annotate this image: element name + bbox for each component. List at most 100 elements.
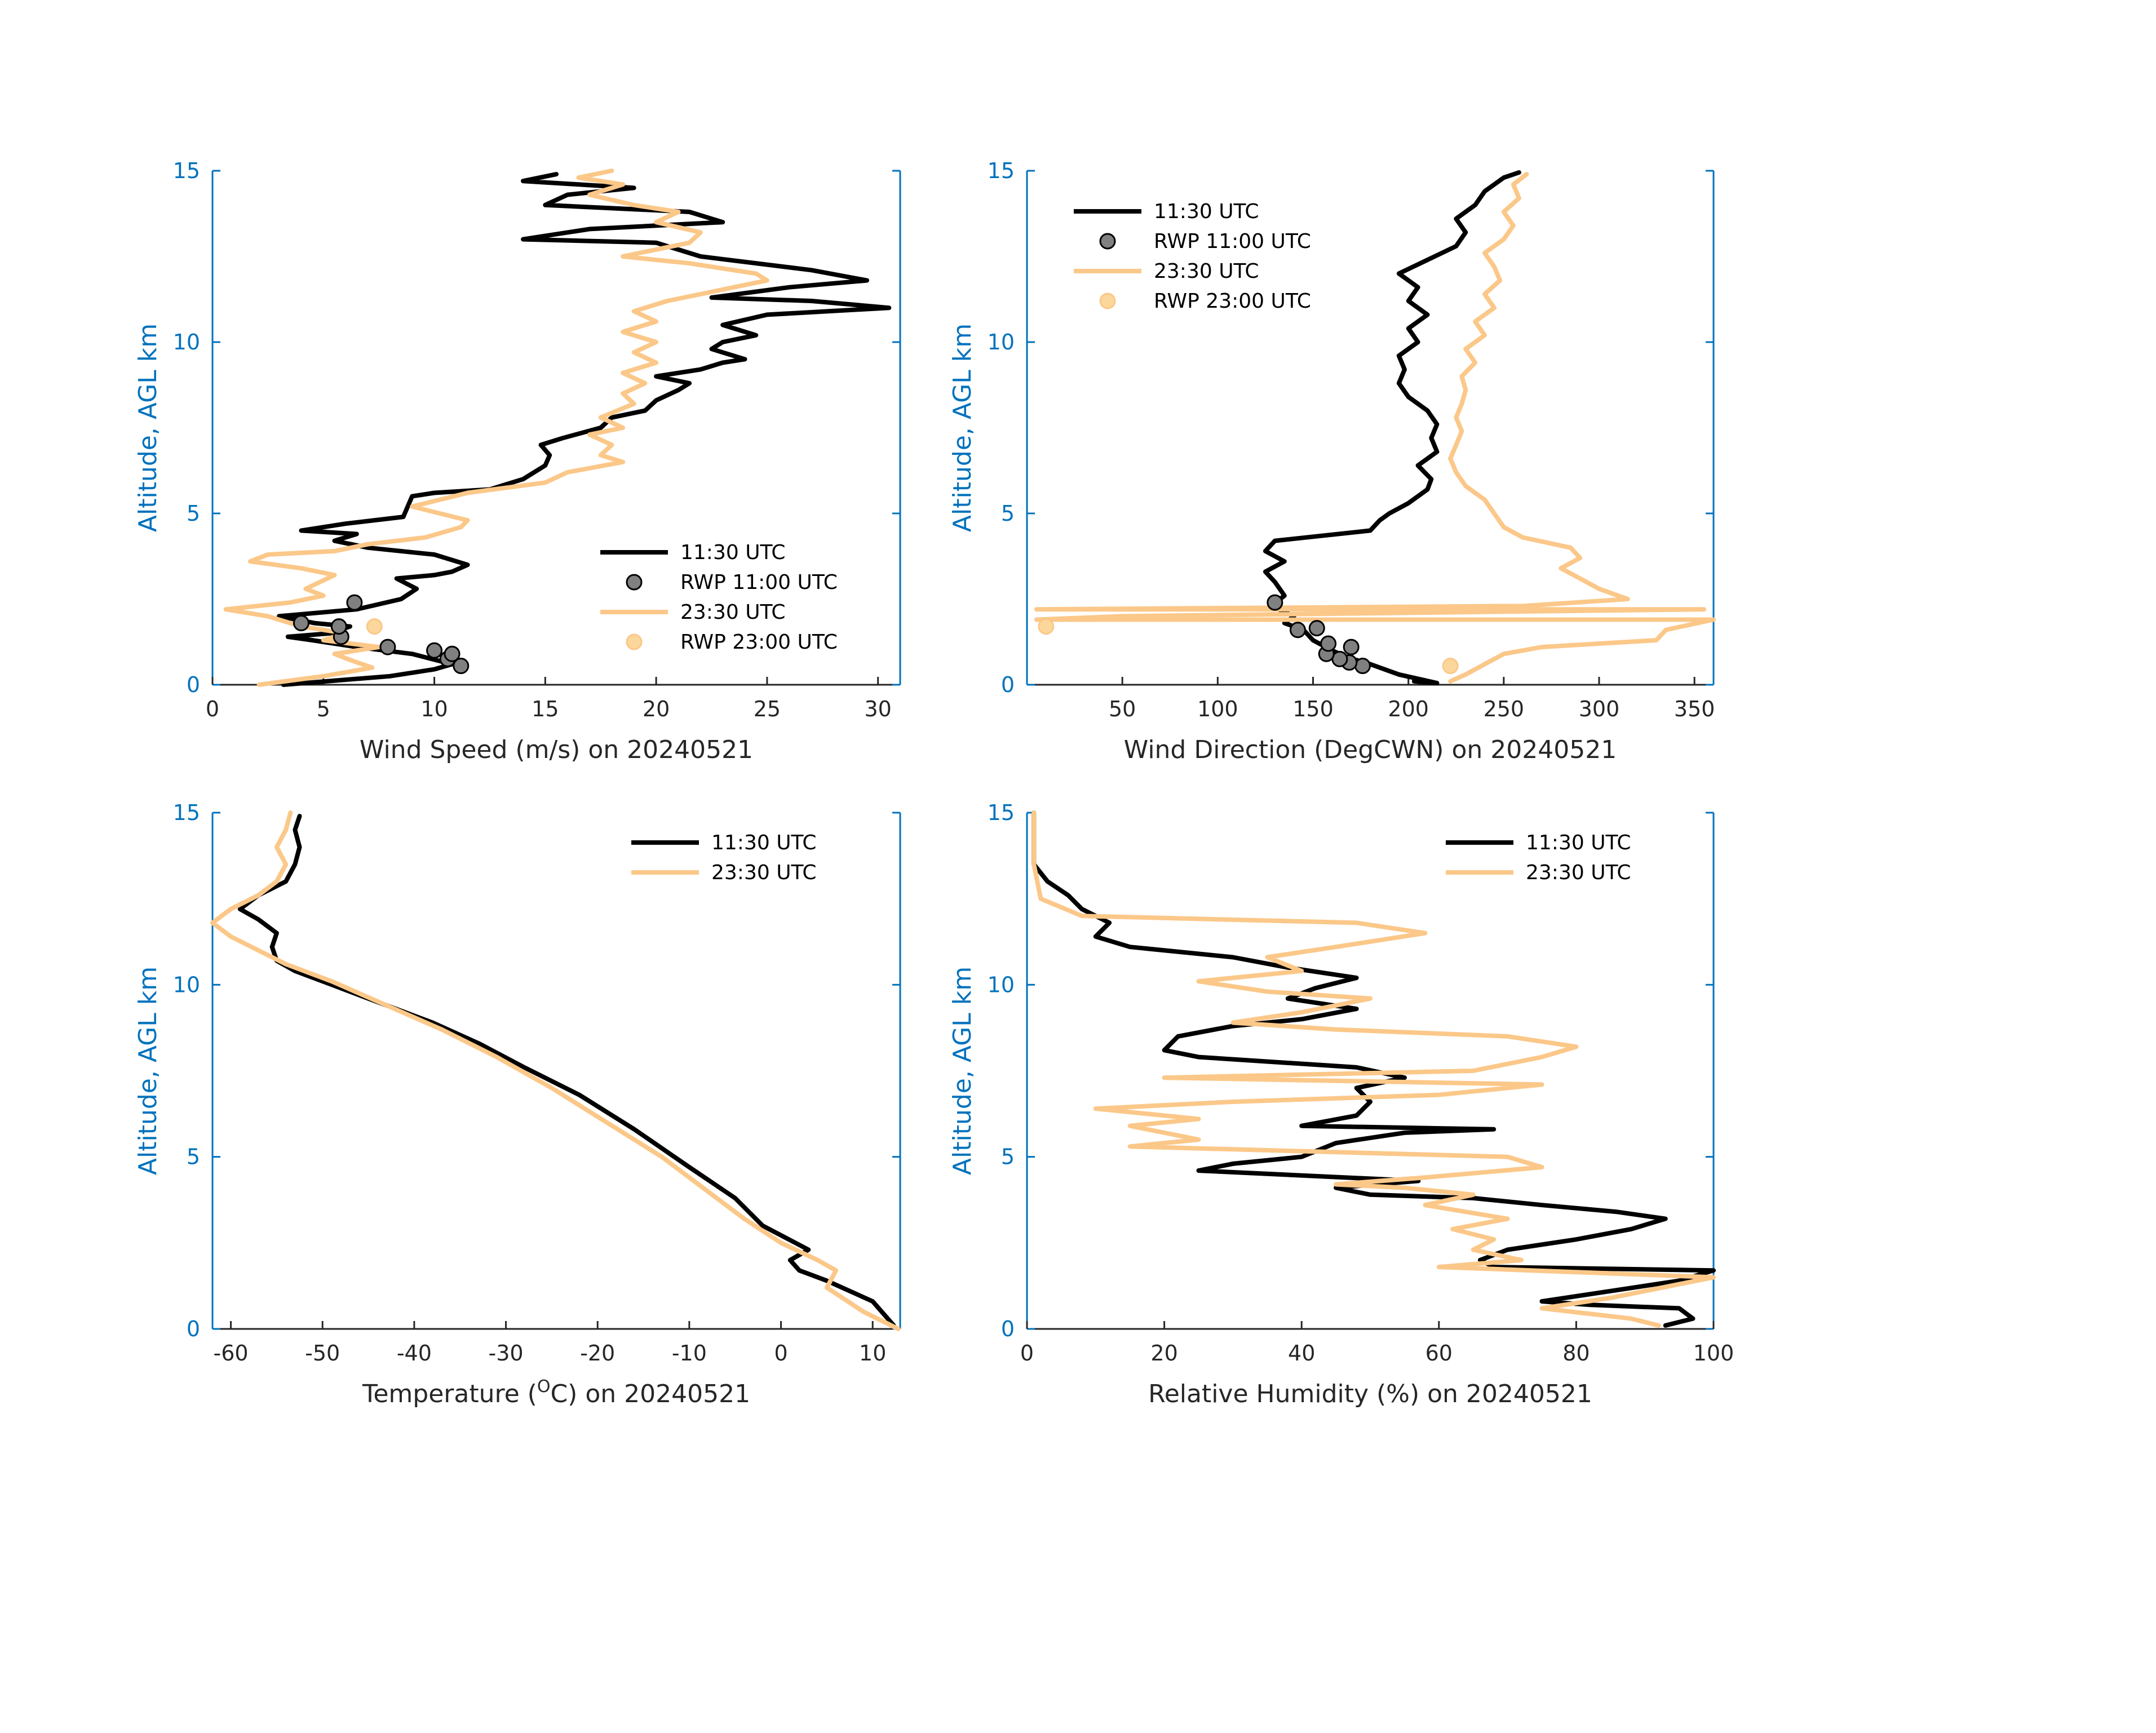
legend: 11:30 UTC 23:30 UTC xyxy=(1446,831,1631,884)
plot-area xyxy=(1034,170,1716,685)
y-tick-label: 15 xyxy=(988,800,1015,825)
x-tick-label: 50 xyxy=(1109,697,1136,721)
rwp-marker xyxy=(379,639,396,655)
x-axis-title: Relative Humidity (%) on 20240521 xyxy=(1148,1380,1592,1408)
legend-swatch-marker xyxy=(626,574,643,591)
rwp-marker xyxy=(453,658,470,675)
y-tick-label: 10 xyxy=(988,330,1015,354)
legend-label: 23:30 UTC xyxy=(1154,260,1259,283)
plot-area xyxy=(1031,810,1716,1328)
legend: 11:30 UTC 23:30 UTC xyxy=(631,831,817,884)
series-line-11-30-utc xyxy=(277,172,892,687)
legend-label: RWP 23:00 UTC xyxy=(680,631,838,654)
x-axis-title: Temperature (OC) on 20240521 xyxy=(362,1377,750,1408)
degree-superscript: O xyxy=(537,1377,551,1397)
rwp-marker xyxy=(330,618,347,635)
x-tick-label: -20 xyxy=(580,1341,615,1366)
x-tick-label: -50 xyxy=(305,1341,340,1366)
x-axis-title-suffix: C) on 20240521 xyxy=(550,1380,750,1408)
x-tick-label: 0 xyxy=(774,1341,787,1366)
y-tick-label: 0 xyxy=(187,1317,200,1341)
x-tick-label: 150 xyxy=(1292,697,1334,721)
y-tick-label: 15 xyxy=(173,158,200,183)
rwp-marker xyxy=(426,642,443,659)
y-tick-label: 0 xyxy=(1001,1317,1015,1341)
rwp-marker xyxy=(366,618,383,635)
y-axis-title: Altitude, AGL km xyxy=(948,967,977,1175)
x-tick-label: 0 xyxy=(206,697,219,721)
chart-relative-humidity: 0 5 10 15 0 20 40 60 80 100 Relative Humidity (%) … xyxy=(948,800,1734,1408)
x-axis-title: Wind Speed (m/s) on 20240521 xyxy=(360,735,753,764)
legend-label: 11:30 UTC xyxy=(1154,200,1259,223)
series-line-11-30-utc xyxy=(1031,810,1716,1328)
legend-label: 11:30 UTC xyxy=(1526,831,1631,854)
series-line-23-30-utc xyxy=(1034,172,1716,684)
x-tick-label: 40 xyxy=(1288,1341,1315,1366)
legend-label: 23:30 UTC xyxy=(680,601,786,624)
rwp-marker xyxy=(1354,658,1371,675)
x-tick-label: 15 xyxy=(532,697,559,721)
y-tick-label: 10 xyxy=(988,972,1015,997)
legend-label: 11:30 UTC xyxy=(711,831,817,854)
legend-label: 23:30 UTC xyxy=(711,861,817,884)
rwp-marker xyxy=(346,594,363,611)
x-tick-label: -40 xyxy=(397,1341,432,1366)
legend-label: 11:30 UTC xyxy=(680,541,786,564)
x-tick-label: 25 xyxy=(754,697,781,721)
legend: 11:30 UTC RWP 11:00 UTC 23:30 UTC RWP 23:00… xyxy=(600,541,838,654)
rwp-marker xyxy=(1442,658,1459,675)
x-axis-title-text: Wind Direction (DegCWN) on 20240521 xyxy=(1124,735,1617,764)
rwp-marker xyxy=(1343,639,1360,655)
x-tick-label: 20 xyxy=(1150,1341,1177,1366)
plot-area xyxy=(223,169,892,687)
y-tick-label: 0 xyxy=(187,672,200,697)
rwp-marker xyxy=(1267,594,1283,611)
y-tick-label: 10 xyxy=(173,330,200,354)
y-tick-label: 5 xyxy=(187,1145,200,1169)
chart-temperature: 0 5 10 15 -60 -50 -40 -30 -20 -10 0 10 Temperature (… xyxy=(134,800,901,1408)
x-tick-label: 100 xyxy=(1197,697,1238,721)
y-tick-label: 5 xyxy=(1001,501,1015,526)
y-tick-label: 15 xyxy=(988,158,1015,183)
rwp-marker xyxy=(444,645,461,662)
x-tick-label: 100 xyxy=(1693,1341,1734,1366)
x-tick-label: 250 xyxy=(1484,697,1525,721)
x-tick-label: 60 xyxy=(1425,1341,1453,1366)
x-tick-label: 300 xyxy=(1579,697,1620,721)
x-axis-title-text: Temperature ( xyxy=(362,1380,537,1408)
rwp-marker xyxy=(1038,618,1055,635)
legend-label: RWP 11:00 UTC xyxy=(1154,230,1311,253)
legend: 11:30 UTC RWP 11:00 UTC 23:30 UTC RWP 23:00… xyxy=(1074,200,1311,313)
y-tick-label: 5 xyxy=(1001,1145,1015,1169)
rwp-marker xyxy=(293,615,309,632)
x-axis-title-text: Wind Speed (m/s) on 20240521 xyxy=(360,735,753,764)
series-line-23-30-utc xyxy=(223,169,769,687)
series-line-23-30-utc xyxy=(1031,810,1716,1328)
legend-label: RWP 23:00 UTC xyxy=(1154,290,1311,313)
rwp-marker xyxy=(1331,650,1348,667)
y-axis-title: Altitude, AGL km xyxy=(134,967,162,1175)
legend-label: RWP 11:00 UTC xyxy=(680,571,838,594)
legend-swatch-marker xyxy=(1099,233,1116,250)
x-tick-label: -60 xyxy=(213,1341,248,1366)
x-axis-title: Wind Direction (DegCWN) on 20240521 xyxy=(1124,735,1617,764)
x-tick-label: 5 xyxy=(317,697,330,721)
x-axis-title-text: Relative Humidity (%) on 20240521 xyxy=(1148,1380,1592,1408)
y-axis-title: Altitude, AGL km xyxy=(948,323,977,532)
y-tick-label: 5 xyxy=(187,501,200,526)
rwp-marker xyxy=(1289,622,1306,639)
x-tick-label: 10 xyxy=(420,697,448,721)
y-tick-label: 10 xyxy=(173,972,200,997)
rwp-marker xyxy=(1308,620,1325,637)
chart-wind-speed: 0 5 10 15 0 5 10 15 20 25 30 Wind Speed (m/s) on 20… xyxy=(134,158,901,764)
rwp-marker xyxy=(1320,635,1337,652)
series-line-23-30-utc xyxy=(210,810,901,1331)
x-tick-label: 20 xyxy=(643,697,670,721)
plot-area xyxy=(210,810,901,1331)
legend-swatch-marker xyxy=(1099,292,1116,309)
x-tick-label: 10 xyxy=(859,1341,886,1366)
legend-swatch-marker xyxy=(626,633,643,650)
chart-wind-direction: 0 5 10 15 50 100 150 200 250 300 350 Wind Direction… xyxy=(948,158,1716,764)
y-axis-title: Altitude, AGL km xyxy=(134,323,162,532)
